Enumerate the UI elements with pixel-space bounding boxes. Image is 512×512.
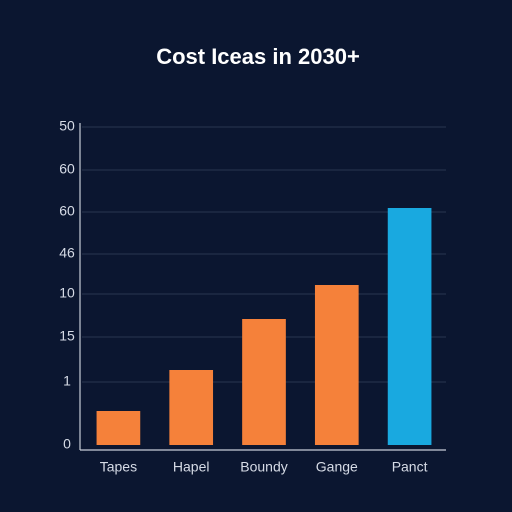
y-tick-label: 0 <box>63 436 71 452</box>
bar <box>96 411 141 445</box>
y-tick-label: 1 <box>63 373 71 389</box>
x-tick-label: Tapes <box>100 459 137 475</box>
y-tick-label: 50 <box>59 118 75 134</box>
x-tick-label: Hapel <box>173 459 210 475</box>
bar <box>169 370 214 445</box>
y-tick-label: 15 <box>59 328 75 344</box>
x-tick-label: Gange <box>316 459 358 475</box>
y-tick-label: 60 <box>59 203 75 219</box>
bar <box>314 285 359 445</box>
x-tick-label: Boundy <box>240 459 287 475</box>
y-tick-label: 60 <box>59 161 75 177</box>
bar <box>242 319 286 445</box>
y-tick-label: 10 <box>59 285 75 301</box>
chart-title: Cost Iceas in 2030+ <box>156 44 360 69</box>
bar <box>387 208 432 445</box>
y-tick-label: 46 <box>59 245 75 261</box>
x-tick-label: Panct <box>392 459 428 475</box>
